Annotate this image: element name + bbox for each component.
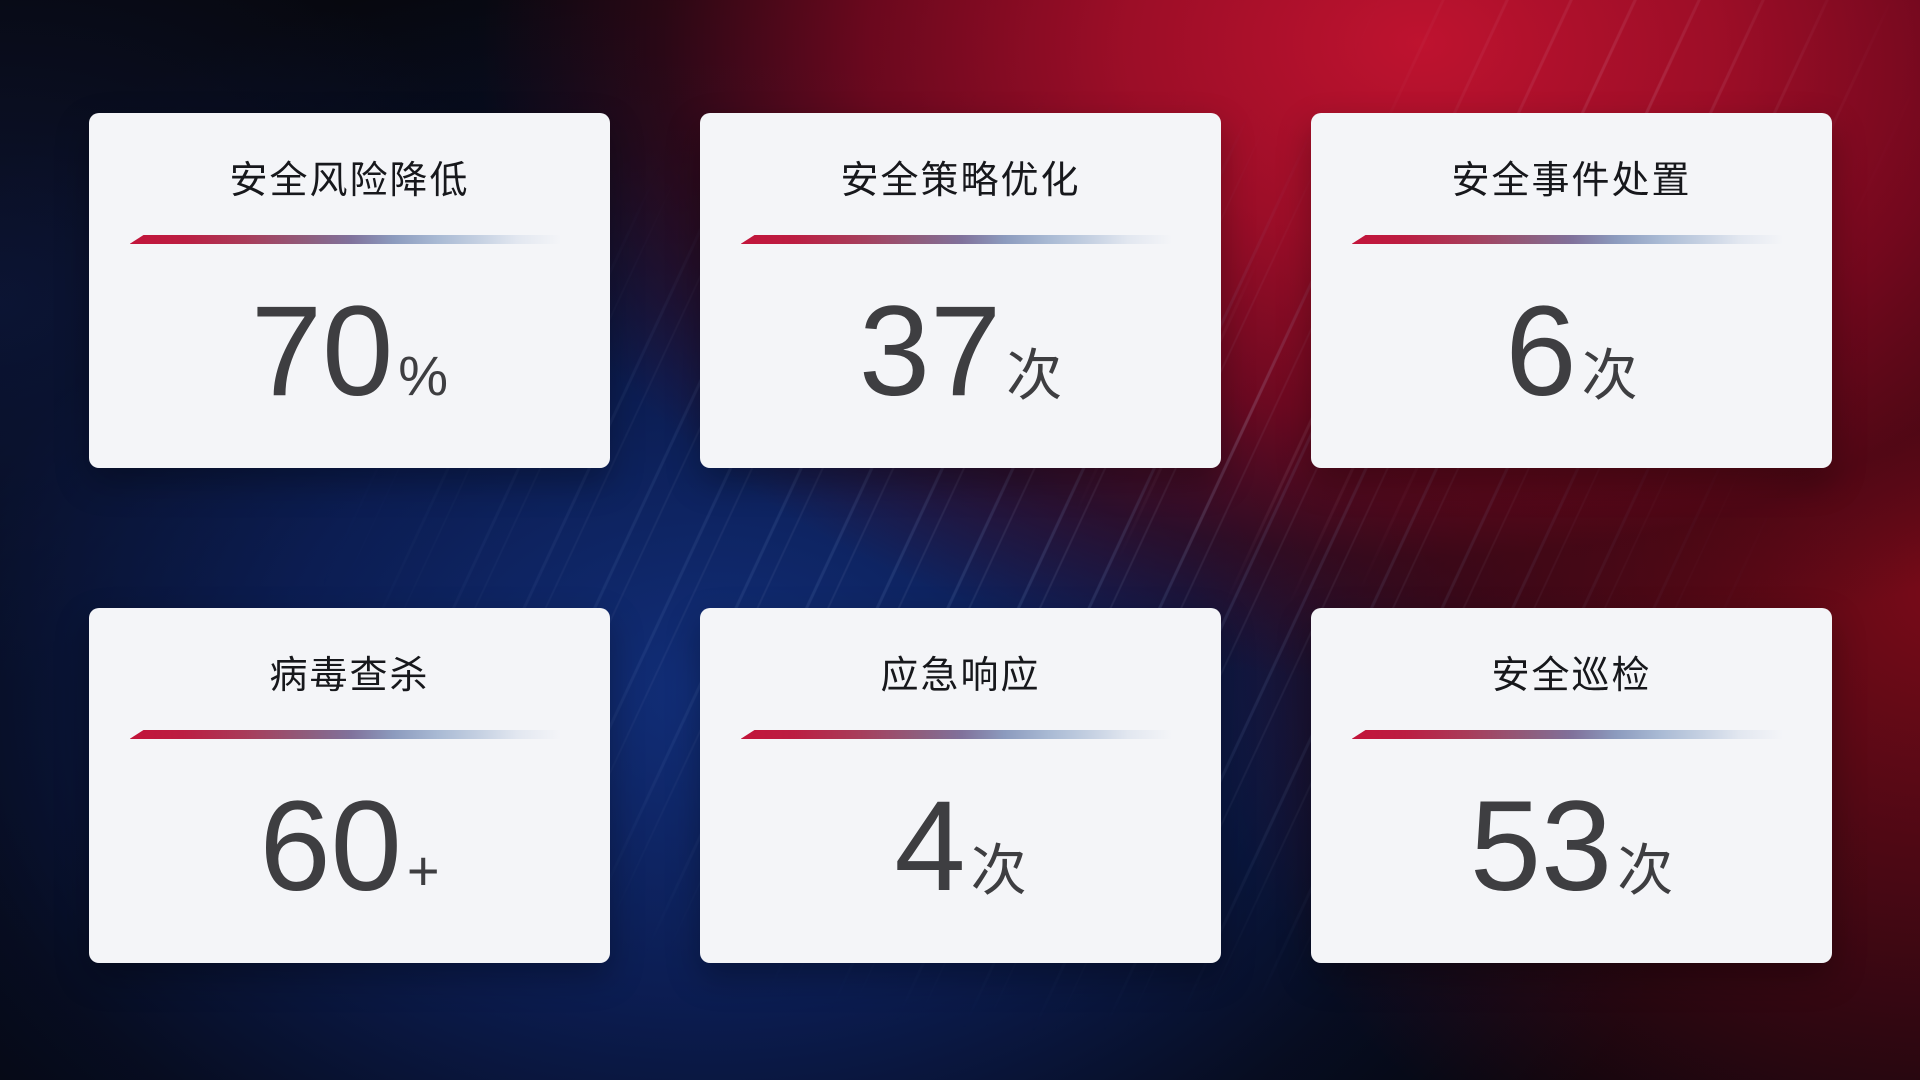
divider-gradient-bar bbox=[1351, 235, 1792, 244]
card-value: 60 bbox=[259, 775, 402, 918]
card-unit: 次 bbox=[1006, 344, 1063, 407]
stat-card-virus-scan: 病毒查杀 60 + bbox=[89, 608, 610, 963]
value-row: 37 次 bbox=[859, 288, 1062, 416]
value-row: 6 次 bbox=[1505, 288, 1637, 416]
divider-gradient-bar bbox=[129, 730, 570, 739]
card-value: 4 bbox=[894, 775, 966, 918]
card-title: 安全策略优化 bbox=[840, 160, 1081, 202]
card-value: 70 bbox=[250, 280, 394, 423]
value-row: 60 + bbox=[259, 783, 439, 911]
card-unit: 次 bbox=[1617, 839, 1674, 902]
card-value: 53 bbox=[1469, 775, 1613, 918]
card-unit: + bbox=[406, 839, 440, 902]
card-value: 6 bbox=[1505, 280, 1577, 423]
card-unit: 次 bbox=[1581, 344, 1638, 407]
value-row: 70 % bbox=[251, 288, 448, 416]
value-row: 4 次 bbox=[894, 783, 1026, 911]
stats-grid: 安全风险降低 70 % 安全策略优化 37 次 安全事件处置 6 次 病毒查杀 … bbox=[89, 113, 1832, 963]
stat-card-policy-optimization: 安全策略优化 37 次 bbox=[700, 113, 1221, 468]
card-title: 应急响应 bbox=[880, 655, 1041, 697]
divider-gradient-bar bbox=[740, 235, 1181, 244]
divider-gradient-bar bbox=[1351, 730, 1792, 739]
stat-card-risk-reduction: 安全风险降低 70 % bbox=[89, 113, 610, 468]
card-title: 安全风险降低 bbox=[229, 160, 470, 202]
card-value: 37 bbox=[858, 280, 1002, 423]
stat-card-emergency-response: 应急响应 4 次 bbox=[700, 608, 1221, 963]
card-unit: 次 bbox=[970, 839, 1027, 902]
card-title: 安全事件处置 bbox=[1451, 160, 1692, 202]
card-title: 安全巡检 bbox=[1491, 655, 1652, 697]
divider-gradient-bar bbox=[740, 730, 1181, 739]
divider-gradient-bar bbox=[129, 235, 570, 244]
stat-card-incident-handling: 安全事件处置 6 次 bbox=[1311, 113, 1832, 468]
card-title: 病毒查杀 bbox=[269, 655, 430, 697]
value-row: 53 次 bbox=[1470, 783, 1673, 911]
stat-card-security-inspection: 安全巡检 53 次 bbox=[1311, 608, 1832, 963]
card-unit: % bbox=[398, 344, 449, 407]
